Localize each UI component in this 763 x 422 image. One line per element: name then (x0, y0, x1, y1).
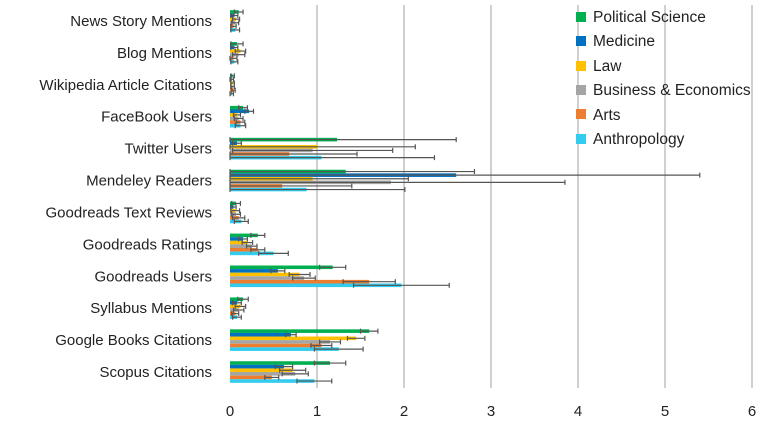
legend-swatch (576, 60, 586, 71)
x-tick-label: 3 (487, 403, 495, 420)
category-label: Syllabus Mentions (90, 300, 212, 317)
bar (230, 332, 291, 337)
error-bars (229, 9, 701, 384)
bar (230, 343, 322, 348)
legend-item: Medicine (576, 30, 761, 54)
x-tick-label: 4 (574, 403, 582, 420)
bar (230, 340, 331, 344)
x-tick-label: 1 (313, 403, 321, 420)
bar (230, 379, 315, 383)
bar (230, 347, 339, 351)
x-tick-label: 0 (226, 403, 234, 420)
category-label: Twitter Users (124, 141, 212, 158)
bar (230, 364, 284, 369)
category-label: Mendeley Readers (86, 173, 212, 190)
bar (230, 120, 241, 124)
legend-label: Law (593, 57, 622, 75)
legend-swatch (576, 109, 586, 120)
bar (230, 297, 244, 302)
legend-swatch (576, 85, 586, 96)
bar (230, 109, 250, 114)
category-label: News Story Mentions (70, 13, 212, 30)
legend-item: Political Science (576, 6, 761, 30)
bar (230, 368, 293, 373)
category-label: Wikipedia Article Citations (39, 77, 212, 94)
category-label: Goodreads Users (94, 268, 212, 285)
bar (230, 279, 370, 284)
legend-swatch (576, 133, 586, 144)
bar (230, 276, 304, 280)
legend-swatch (576, 36, 586, 47)
bar (230, 251, 274, 256)
bar (230, 361, 331, 365)
x-axis-ticks: 0 1 2 3 4 5 6 (226, 403, 756, 420)
bar (230, 247, 258, 252)
legend-label: Arts (593, 106, 621, 124)
bar (230, 272, 300, 277)
legend: Political Science Medicine Law Business & E… (576, 6, 761, 152)
category-labels: News Story Mentions Blog Mentions Wikipedi… (39, 13, 212, 381)
category-label: Blog Mentions (117, 45, 212, 62)
bar (230, 244, 252, 248)
legend-item: Anthropology (576, 128, 761, 152)
legend-item: Law (576, 55, 761, 79)
bar (230, 375, 272, 380)
legend-label: Anthropology (593, 130, 685, 148)
bars (230, 10, 457, 383)
x-tick-label: 5 (661, 403, 669, 420)
bar (230, 265, 333, 270)
bar (230, 105, 244, 110)
legend-label: Political Science (593, 9, 706, 26)
bar (230, 269, 278, 273)
category-label: Google Books Citations (55, 332, 212, 349)
x-tick-label: 6 (748, 403, 756, 420)
legend-item: Arts (576, 104, 761, 128)
category-label: FaceBook Users (101, 109, 212, 126)
bar (230, 283, 402, 288)
bar (230, 372, 296, 376)
bar (230, 233, 258, 238)
category-label: Scopus Citations (99, 364, 212, 381)
category-label: Goodreads Text Reviews (46, 204, 212, 221)
legend-item: Business & Economics (576, 79, 761, 103)
legend-swatch (576, 11, 586, 22)
bar (230, 329, 370, 333)
legend-label: Medicine (593, 33, 656, 51)
bar (230, 240, 248, 245)
x-tick-label: 2 (400, 403, 408, 420)
category-label: Goodreads Ratings (83, 236, 212, 253)
bar (230, 237, 244, 241)
bar (230, 336, 357, 341)
legend-label: Business & Economics (593, 82, 751, 100)
